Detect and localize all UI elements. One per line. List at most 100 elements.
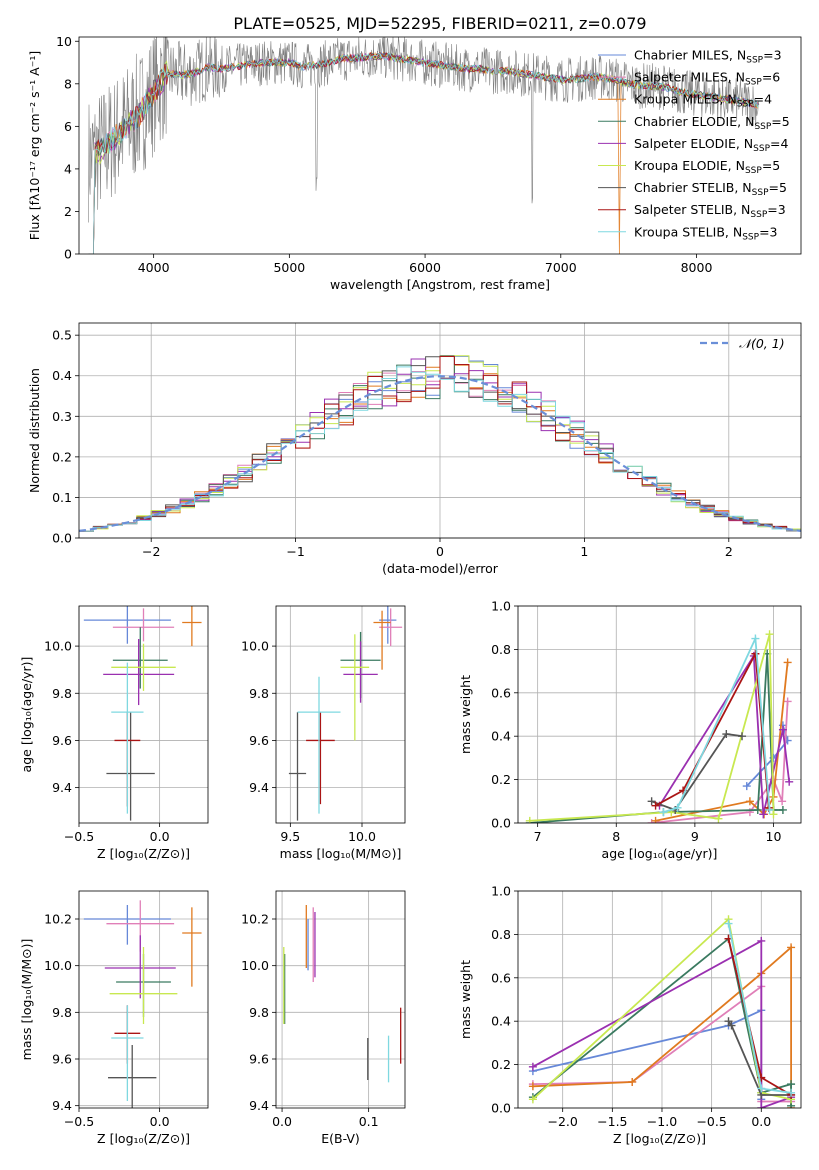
series-marker bbox=[765, 630, 774, 639]
errorbar-kroupa-miles bbox=[182, 606, 202, 647]
y-tick-label: 0.0 bbox=[52, 531, 72, 546]
legend-label: Chabrier STELIB, N bbox=[634, 180, 752, 195]
series-line bbox=[532, 939, 792, 1108]
y-tick-label: 9.8 bbox=[249, 686, 269, 701]
x-tick-label: 0.0 bbox=[272, 1114, 292, 1129]
y-axis-label: age [log₁₀(age/yr)] bbox=[19, 657, 34, 773]
x-axis-label: Z [log₁₀(Z/Z⊙)] bbox=[97, 1131, 190, 1146]
x-axis-label: Z [log₁₀(Z/Z⊙)] bbox=[97, 846, 190, 861]
series-marker bbox=[787, 1088, 796, 1097]
y-tick-label: 0.2 bbox=[491, 772, 511, 787]
legend-entry: 𝒩(0, 1) bbox=[739, 336, 785, 351]
axes-residuals: −2 −1 0 1 2 0.0 0.1 0.2 0.3 0.4 0.5 (data-model)/er… bbox=[27, 322, 802, 576]
plot-mass-vs-EBV bbox=[283, 905, 402, 1083]
figure-title: PLATE=0525, MJD=52295, FIBERID=0211, z=0… bbox=[233, 14, 646, 33]
legend-suffix: =3 bbox=[763, 48, 781, 63]
errorbar-chabrier-miles bbox=[83, 606, 171, 644]
errorbar-kroupa-miles bbox=[373, 610, 391, 670]
y-tick-label: 9.6 bbox=[249, 733, 269, 748]
x-tick-label: 4000 bbox=[138, 260, 170, 275]
series-line bbox=[529, 653, 783, 823]
x-tick-label: 8000 bbox=[681, 260, 713, 275]
y-tick-label: 0.5 bbox=[52, 328, 72, 343]
plot-age-vs-mass bbox=[288, 606, 403, 821]
series-line bbox=[655, 650, 770, 808]
residuals-legend: 𝒩(0, 1) bbox=[700, 336, 785, 351]
series-kroupa-stelib bbox=[724, 919, 796, 1097]
x-axis-label: wavelength [Angstrom, rest frame] bbox=[330, 277, 550, 292]
panel-age-vs-Z: −0.5 0.0 9.4 9.6 9.8 10.0 Z [log₁₀(Z/Z⊙)] age [… bbox=[19, 605, 209, 861]
y-tick-label: 4 bbox=[64, 161, 72, 176]
histogram-step-salpeter-stelib bbox=[79, 356, 801, 532]
legend-suffix: =3 bbox=[767, 202, 785, 217]
legend-suffix: =4 bbox=[770, 136, 788, 151]
legend-sub: SSP bbox=[752, 188, 769, 198]
y-tick-label: 10.0 bbox=[241, 958, 269, 973]
y-tick-label: 0.4 bbox=[491, 1014, 511, 1029]
series-marker bbox=[765, 805, 774, 814]
y-tick-label: 1.0 bbox=[491, 884, 511, 899]
errorbar-chabrier-elodie bbox=[112, 627, 168, 689]
y-tick-label: 0.0 bbox=[491, 816, 511, 831]
x-axis-label: mass [log₁₀(M/M⊙)] bbox=[280, 846, 402, 861]
series-marker bbox=[778, 805, 787, 814]
x-tick-label: 10.0 bbox=[348, 829, 376, 844]
series-marker bbox=[757, 1084, 766, 1093]
panel-residuals: −2 −1 0 1 2 0.0 0.1 0.2 0.3 0.4 0.5 (data-model)/er… bbox=[27, 322, 802, 576]
plot-residuals bbox=[79, 355, 801, 532]
series-kroupa-stelib bbox=[659, 634, 774, 817]
legend-sub: SSP bbox=[754, 122, 771, 132]
spectrum-model-line-kroupa-stelib bbox=[88, 52, 759, 254]
y-tick-label: 10.0 bbox=[44, 639, 72, 654]
y-tick-label: 9.8 bbox=[249, 1005, 269, 1020]
series-marker bbox=[528, 1062, 537, 1071]
y-tick-label: 9.4 bbox=[249, 780, 269, 795]
y-tick-label: 0.6 bbox=[491, 970, 511, 985]
legend-sub: SSP bbox=[745, 78, 762, 88]
errorbar-kroupa-stelib bbox=[111, 662, 144, 814]
x-tick-label: −1.5 bbox=[597, 1114, 627, 1129]
series-marker bbox=[525, 816, 534, 823]
y-tick-label: 8 bbox=[64, 76, 72, 91]
errorbar-kroupa-elodie bbox=[111, 643, 176, 691]
legend-entry: Salpeter ELODIE, NSSP=4 bbox=[634, 136, 789, 154]
normal-curve bbox=[79, 375, 801, 532]
series-line bbox=[727, 1020, 792, 1096]
axes-frame bbox=[78, 322, 802, 539]
y-tick-label: 0.4 bbox=[52, 368, 72, 383]
legend-sub: SSP bbox=[746, 56, 763, 66]
axes-frame bbox=[275, 605, 406, 824]
errorbar-kroupa-stelib bbox=[297, 676, 341, 814]
series-marker bbox=[673, 803, 682, 812]
legend-label: Salpeter MILES, N bbox=[634, 70, 745, 85]
x-tick-label: −1.0 bbox=[647, 1114, 677, 1129]
series-marker bbox=[787, 943, 796, 952]
series-marker bbox=[783, 658, 792, 667]
series-marker bbox=[738, 732, 747, 741]
series-marker bbox=[745, 797, 754, 806]
y-tick-label: 0.2 bbox=[491, 1057, 511, 1072]
y-tick-label: 0.8 bbox=[491, 927, 511, 942]
plot-weight-vs-Z bbox=[528, 915, 796, 1108]
series-marker bbox=[778, 725, 787, 734]
x-tick-label: 0.0 bbox=[751, 1114, 771, 1129]
series-marker bbox=[742, 782, 751, 791]
errorbar-salpeter-miles bbox=[112, 608, 175, 642]
panel-spectrum: 4000 5000 6000 7000 8000 0 2 4 6 8 10 wavelength [A… bbox=[27, 34, 802, 292]
x-tick-label: 0.0 bbox=[150, 1114, 170, 1129]
series-marker bbox=[759, 810, 768, 819]
series-line bbox=[532, 1008, 763, 1100]
y-tick-label: 0.6 bbox=[491, 685, 511, 700]
errorbar-salpeter-elodie bbox=[103, 639, 175, 706]
y-tick-label: 10.0 bbox=[44, 958, 72, 973]
y-tick-label: 9.4 bbox=[52, 1098, 72, 1113]
grid-age-vs-mass bbox=[276, 606, 405, 823]
legend-sub: SSP bbox=[737, 100, 754, 110]
x-tick-label: 0 bbox=[436, 544, 444, 559]
x-tick-label: 1 bbox=[580, 544, 588, 559]
x-tick-label: 9 bbox=[691, 829, 699, 844]
axes-age-vs-mass: 9.5 10.0 9.4 9.6 9.8 10.0 mass [log₁₀(M/M⊙)] bbox=[241, 605, 406, 861]
y-tick-label: 9.6 bbox=[249, 1052, 269, 1067]
series-marker bbox=[659, 808, 668, 817]
errorbar-salpeter-stelib bbox=[306, 712, 335, 805]
